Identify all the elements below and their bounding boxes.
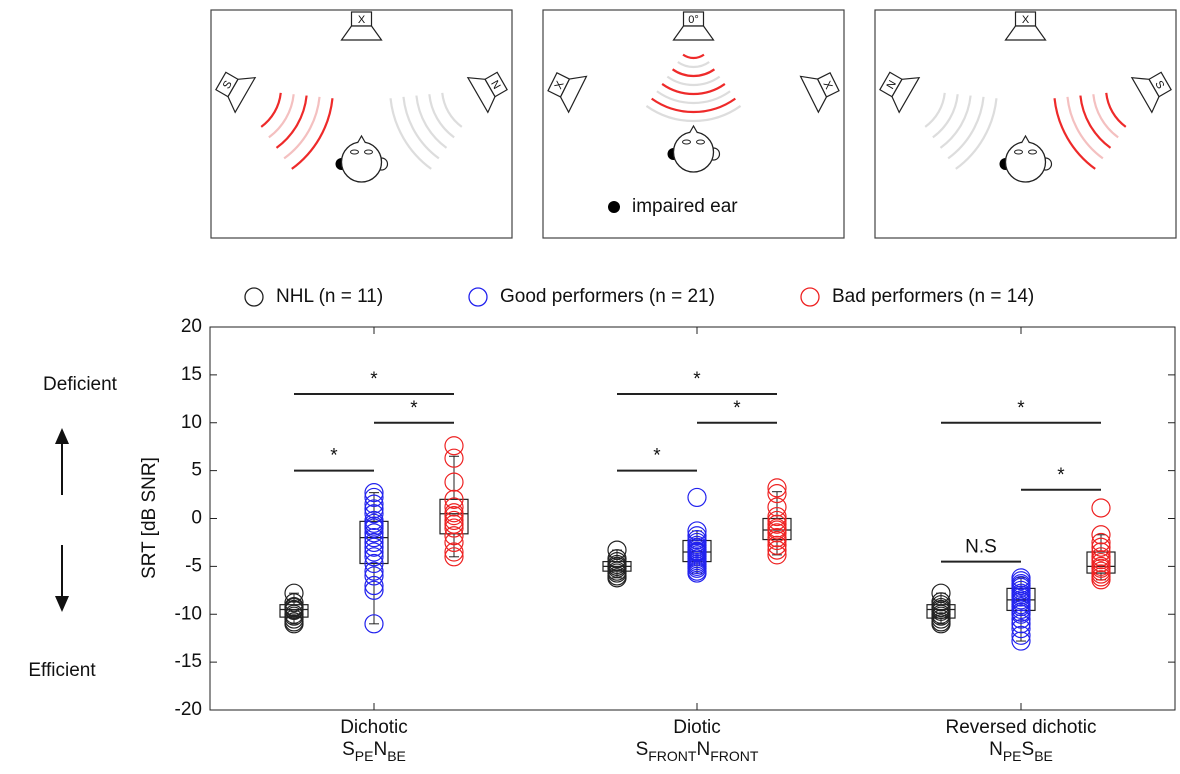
deficient-note: Deficient	[43, 374, 118, 395]
notation-subscript: BE	[1034, 748, 1053, 764]
legend-label: Good performers (n = 21)	[500, 286, 715, 307]
significance-label: *	[653, 446, 661, 467]
significance-label: *	[330, 446, 338, 467]
notation-symbol: S	[1022, 739, 1035, 760]
notation-symbol: N	[696, 739, 710, 760]
x-tick-label: Dichotic	[340, 717, 408, 738]
notation-subscript: BE	[387, 748, 406, 764]
x-tick-label: Reversed dichotic	[945, 717, 1096, 738]
data-point	[688, 488, 706, 506]
significance-label: *	[1017, 398, 1025, 419]
y-axis-label: SRT [dB SNR]	[139, 457, 160, 579]
y-tick-label: 20	[181, 316, 202, 337]
legend-label: Bad performers (n = 14)	[832, 286, 1034, 307]
legend-label: NHL (n = 11)	[276, 286, 383, 307]
y-tick-label: 0	[191, 508, 202, 529]
notation-subscript: PE	[1003, 748, 1022, 764]
y-tick-label: 5	[191, 460, 202, 481]
notation-subscript: PE	[355, 748, 374, 764]
notation-symbol: S	[342, 739, 355, 760]
y-tick-label: 10	[181, 412, 202, 433]
y-tick-label: 15	[181, 364, 202, 385]
x-tick-notation: SPENBE	[342, 739, 406, 764]
significance-label: N.S	[965, 537, 997, 558]
arrows	[55, 428, 69, 612]
y-tick-label: -10	[175, 603, 202, 624]
figure: Deficient Efficient SRT [dB SNR] XSN0°XX…	[0, 0, 1180, 774]
y-tick-label: -15	[175, 651, 202, 672]
significance-label: *	[733, 398, 741, 419]
efficient-note: Efficient	[28, 660, 96, 681]
x-tick-notation: NPESBE	[989, 739, 1053, 764]
significance-label: *	[693, 369, 701, 390]
significance-label: *	[1057, 465, 1065, 486]
legend-marker	[801, 288, 819, 306]
diagram-panel: XNS	[875, 10, 1176, 238]
impaired-ear-legend: impaired ear	[632, 196, 738, 217]
speaker-label: X	[1022, 14, 1030, 26]
notation-subscript: FRONT	[710, 748, 759, 764]
legend-marker	[469, 288, 487, 306]
data-point	[1092, 499, 1110, 517]
notation-symbol: S	[636, 739, 649, 760]
legend-marker	[245, 288, 263, 306]
y-tick-label: -20	[175, 699, 202, 720]
y-tick-label: -5	[185, 555, 202, 576]
speaker-label: X	[358, 14, 366, 26]
impaired-ear-marker	[608, 201, 620, 213]
significance-label: *	[410, 398, 418, 419]
significance-label: *	[370, 369, 378, 390]
notation-subscript: FRONT	[648, 748, 697, 764]
x-tick-notation: SFRONTNFRONT	[636, 739, 759, 764]
head	[342, 142, 382, 182]
panel-frame	[875, 10, 1176, 238]
head	[674, 132, 714, 172]
speaker-label: 0°	[688, 14, 699, 26]
notation-symbol: N	[373, 739, 387, 760]
head	[1006, 142, 1046, 182]
notation-symbol: N	[989, 739, 1003, 760]
panel-frame	[211, 10, 512, 238]
x-tick-label: Diotic	[673, 717, 721, 738]
